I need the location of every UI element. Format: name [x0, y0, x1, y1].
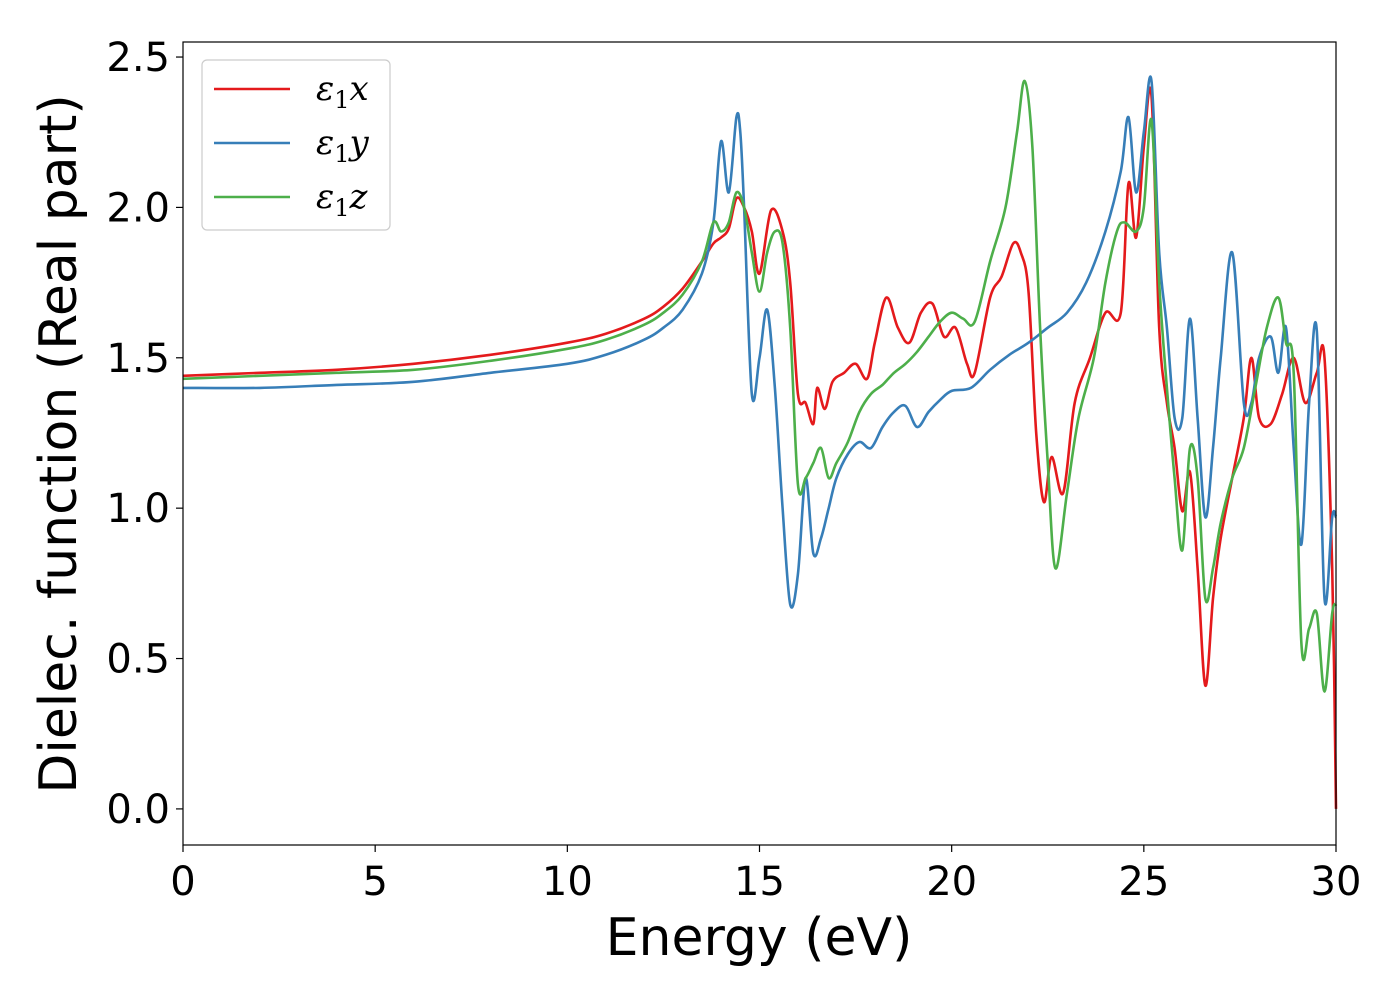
y-tick-label: 1.5 [106, 336, 170, 382]
x-tick-label: 15 [734, 859, 785, 905]
x-axis-title: Energy (eV) [606, 908, 913, 968]
x-tick-label: 25 [1118, 859, 1169, 905]
series-line-z [182, 79, 1338, 693]
legend-label-y: ε1y [316, 123, 370, 168]
x-tick-label: 30 [1311, 859, 1362, 905]
x-tick-label: 10 [542, 859, 593, 905]
ticks-layer: 0 5 10 15 20 25 30 0.0 0.5 1.0 1.5 2.0 2.5 [106, 35, 1361, 905]
legend-box [201, 59, 391, 231]
legend-label-z: ε1z [316, 177, 369, 222]
y-tick-label: 1.0 [106, 486, 170, 532]
y-tick-label: 0.0 [106, 787, 170, 833]
y-tick-label: 2.0 [106, 185, 170, 231]
y-tick-label: 2.5 [106, 35, 170, 81]
x-tick-label: 20 [926, 859, 977, 905]
series-layer [182, 75, 1338, 809]
y-tick-label: 0.5 [106, 637, 170, 683]
x-tick-label: 5 [362, 859, 387, 905]
legend-label-x: ε1x [316, 69, 369, 114]
series-line-x [182, 86, 1338, 809]
x-tick-label: 0 [170, 859, 195, 905]
y-axis-title: Dielec. function (Real part) [29, 94, 89, 793]
legend: ε1x ε1y ε1z [201, 59, 391, 231]
